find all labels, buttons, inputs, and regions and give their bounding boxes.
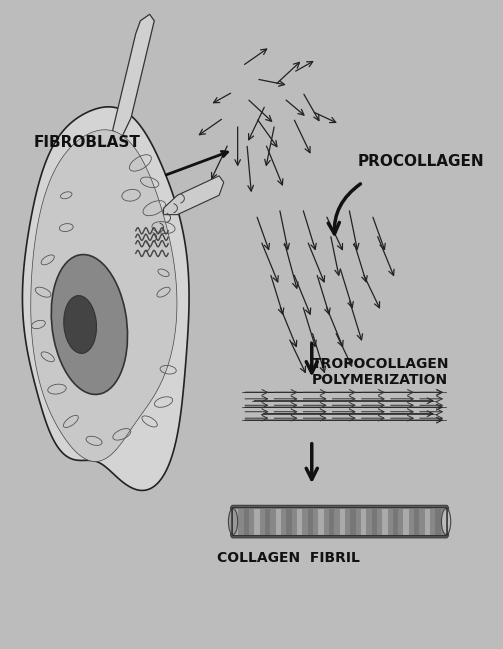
Bar <box>393 509 398 535</box>
Bar <box>361 509 366 535</box>
Text: COLLAGEN  FIBRIL: COLLAGEN FIBRIL <box>217 551 360 565</box>
FancyArrowPatch shape <box>328 184 361 234</box>
Bar <box>233 509 238 535</box>
Bar <box>382 509 387 535</box>
Text: TROPOCOLLAGEN
POLYMERIZATION: TROPOCOLLAGEN POLYMERIZATION <box>312 357 449 387</box>
Bar <box>414 509 420 535</box>
FancyBboxPatch shape <box>231 506 449 538</box>
Ellipse shape <box>442 509 451 535</box>
Polygon shape <box>31 130 177 461</box>
Bar <box>436 509 441 535</box>
Polygon shape <box>163 176 224 215</box>
Polygon shape <box>23 107 189 491</box>
Ellipse shape <box>228 509 237 535</box>
Bar <box>403 509 409 535</box>
Bar <box>318 509 323 535</box>
Bar <box>425 509 430 535</box>
Bar <box>286 509 292 535</box>
Bar <box>350 509 356 535</box>
Bar <box>265 509 270 535</box>
Polygon shape <box>113 14 154 137</box>
Bar <box>372 509 377 535</box>
Bar <box>297 509 302 535</box>
Text: FIBROBLAST: FIBROBLAST <box>34 135 141 150</box>
Bar <box>243 509 249 535</box>
Bar <box>329 509 334 535</box>
Text: PROCOLLAGEN: PROCOLLAGEN <box>358 154 485 169</box>
Bar <box>308 509 313 535</box>
Bar <box>340 509 345 535</box>
Bar <box>255 509 260 535</box>
Ellipse shape <box>64 295 97 354</box>
Bar <box>276 509 281 535</box>
Ellipse shape <box>51 254 128 395</box>
